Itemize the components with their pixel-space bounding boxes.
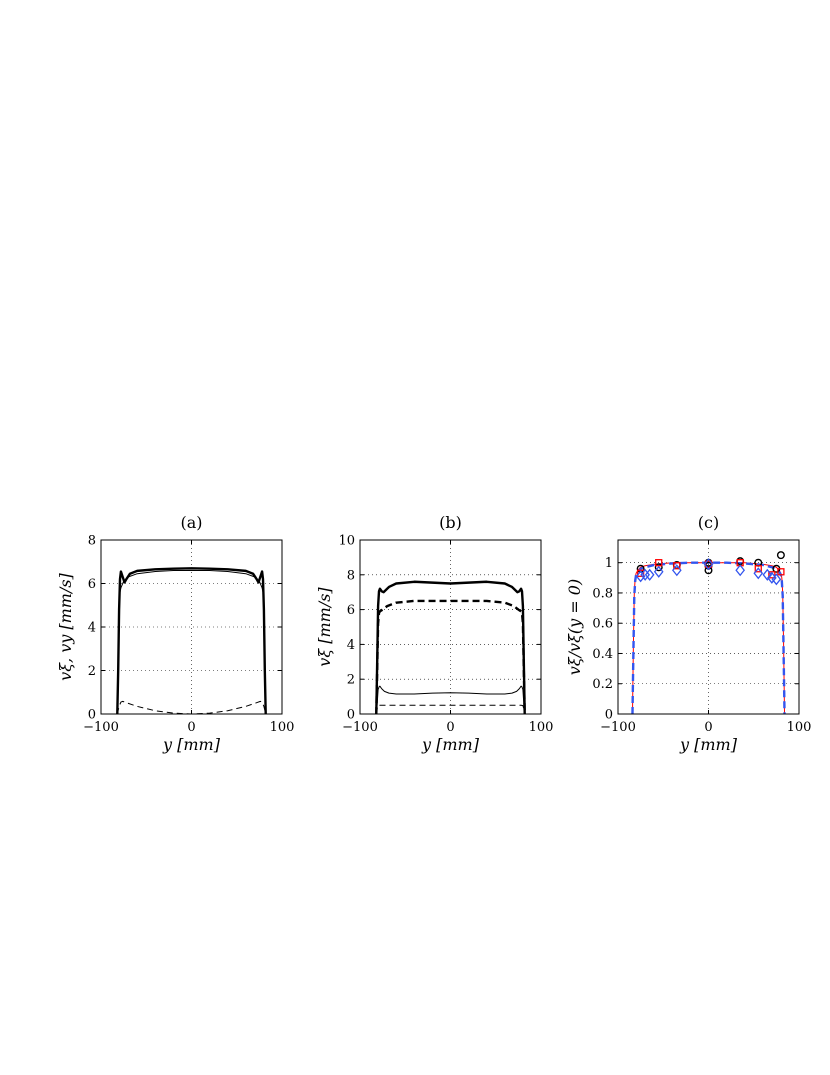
plot-area [375,580,526,714]
series-line-0 [631,562,786,714]
y-tick-label: 8 [347,568,355,583]
y-tick-label: 0.4 [592,647,613,662]
y-tick-label: 10 [338,534,355,549]
marker-series-square [636,559,785,579]
plot-area [631,561,786,714]
data-point-diamond [762,568,773,581]
data-point-diamond [644,568,655,581]
data-point-square [673,562,681,570]
data-point-diamond [771,573,782,586]
series-line-1 [116,569,267,714]
x-tick-label: −100 [600,720,636,735]
grid [101,540,282,714]
y-tick-label: 2 [88,664,96,679]
data-point-diamond [735,564,746,577]
panel-label: (a) [180,513,202,532]
marker-series-diamond [635,558,782,586]
x-tick-label: 100 [529,720,554,735]
y-tick-label: 0.2 [592,677,613,692]
y-tick-label: 4 [347,638,355,653]
y-tick-label: 0.8 [592,586,613,601]
data-point-diamond [653,565,664,578]
data-point-diamond [753,567,764,580]
panel-label: (c) [698,513,719,532]
x-tick-label: 0 [446,720,454,735]
axes-frame [359,539,542,715]
x-tick-label: −100 [83,720,119,735]
y-tick-label: 6 [88,577,96,592]
y-tick-label: 0.6 [592,617,613,632]
y-axis-label: vξ [mm/s] [315,587,334,667]
series-line-0 [116,567,267,714]
x-tick-label: 100 [787,720,812,735]
series-line-1 [375,599,526,714]
plot-area [116,567,267,714]
panel-label: (b) [439,513,462,532]
y-tick-label: 8 [88,534,96,549]
series-line-2 [116,700,267,714]
x-tick-label: −100 [342,720,378,735]
y-tick-label: 0 [88,708,96,723]
data-point-circle [776,551,785,560]
series-line-3 [375,704,526,714]
series-line-0 [375,580,526,714]
data-point-circle [654,563,663,572]
data-point-square [777,568,785,576]
data-point-diamond [703,558,714,571]
y-tick-label: 0 [347,708,355,723]
data-point-square [704,560,713,568]
data-point-diamond [671,564,682,577]
x-axis-label: y [mm] [162,735,221,754]
y-tick-label: 1 [605,556,613,571]
y-axis-label: vξ, vy [mm/s] [56,572,75,680]
y-tick-label: 0 [605,708,613,723]
x-tick-label: 0 [187,720,195,735]
data-point-square [655,559,663,567]
y-tick-label: 4 [88,621,96,636]
series-line-2 [375,685,526,714]
axes-frame [100,539,283,715]
data-point-square [754,565,762,573]
series-line-1 [631,561,786,714]
x-tick-label: 0 [704,720,712,735]
y-axis-label: vξ/vξ(y = 0) [565,579,584,675]
data-point-diamond [635,570,646,583]
y-tick-label: 2 [347,673,355,688]
x-tick-label: 100 [270,720,295,735]
x-axis-label: y [mm] [679,735,738,754]
y-tick-label: 6 [347,603,355,618]
x-axis-label: y [mm] [421,735,480,754]
grid [360,540,541,714]
